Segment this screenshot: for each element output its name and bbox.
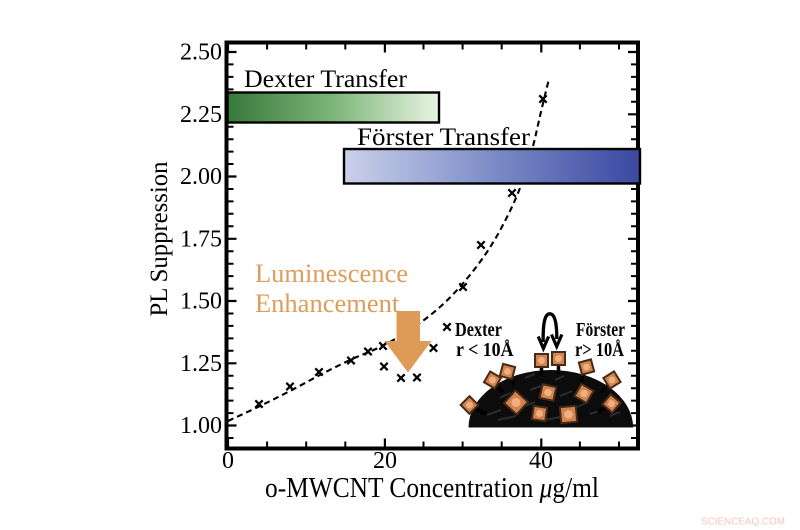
svg-text:Förster Transfer: Förster Transfer <box>357 124 531 151</box>
svg-text:SCIENCEAQ.COM: SCIENCEAQ.COM <box>701 516 785 528</box>
svg-text:PL Suppression: PL Suppression <box>146 161 173 316</box>
svg-text:40: 40 <box>529 448 553 474</box>
svg-text:Enhancement: Enhancement <box>255 288 400 318</box>
svg-text:1.25: 1.25 <box>180 351 222 377</box>
svg-text:Dexter: Dexter <box>455 319 502 341</box>
svg-text:20: 20 <box>373 448 397 474</box>
svg-text:Förster: Förster <box>576 319 625 341</box>
svg-text:2.00: 2.00 <box>180 164 222 190</box>
svg-text:r < 10Å: r < 10Å <box>456 338 514 361</box>
svg-text:1.75: 1.75 <box>180 226 222 252</box>
svg-text:r> 10Å: r> 10Å <box>575 338 624 361</box>
svg-text:2.25: 2.25 <box>180 102 222 128</box>
svg-text:o-MWCNT Concentration μg/ml: o-MWCNT Concentration μg/ml <box>265 473 599 504</box>
svg-text:1.00: 1.00 <box>180 413 222 439</box>
svg-text:0: 0 <box>222 448 234 474</box>
svg-text:2.50: 2.50 <box>180 40 222 66</box>
svg-text:Dexter Transfer: Dexter Transfer <box>244 66 408 93</box>
svg-text:Luminescence: Luminescence <box>255 258 408 288</box>
svg-text:1.50: 1.50 <box>180 289 222 315</box>
